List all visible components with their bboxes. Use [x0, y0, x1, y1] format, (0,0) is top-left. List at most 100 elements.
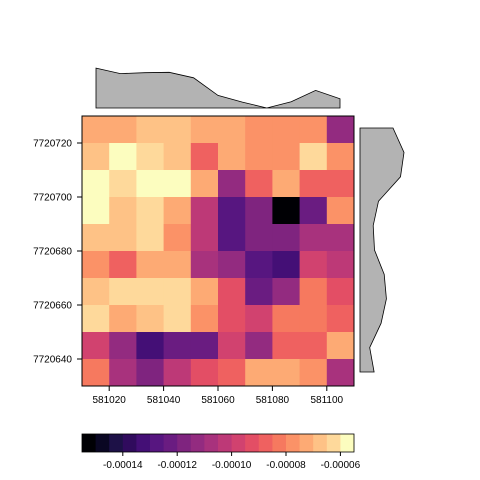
heatmap-cell	[190, 278, 219, 306]
heatmap-cell	[218, 197, 246, 225]
heatmap-cell	[272, 251, 301, 279]
heatmap-cell	[245, 332, 273, 360]
y-tick-label: 7720720	[33, 139, 72, 150]
colorbar-swatch	[163, 434, 178, 452]
marginal-top-area	[95, 67, 341, 109]
heatmap-cell	[245, 116, 273, 144]
colorbar-frame	[81, 433, 355, 453]
heatmap-cell	[299, 116, 328, 144]
y-tick-label: 7720680	[33, 247, 72, 258]
heatmap-cell	[109, 305, 137, 333]
y-tick-label: 7720640	[33, 355, 72, 366]
heatmap-cell	[82, 251, 110, 279]
heatmap-cell	[190, 224, 219, 252]
heatmap-cell	[109, 197, 137, 225]
heatmap-cell	[218, 332, 246, 360]
heatmap-cell	[245, 359, 273, 387]
heatmap-cell	[245, 278, 273, 306]
heatmap-cell	[190, 305, 219, 333]
colorbar-swatch	[326, 434, 341, 452]
heatmap-cell	[82, 305, 110, 333]
colorbar-tick-label: -0.00010	[212, 460, 252, 471]
heatmap-cell	[299, 224, 328, 252]
heatmap-cell	[218, 116, 246, 144]
heatmap-cell	[136, 170, 165, 198]
heatmap-cell	[136, 116, 165, 144]
heatmap-cell	[163, 143, 192, 171]
colorbar-swatch	[204, 434, 219, 452]
heatmap-cell	[326, 170, 355, 198]
colorbar-swatch	[313, 434, 328, 452]
heatmap-cell	[299, 305, 328, 333]
heatmap-cell	[326, 305, 355, 333]
heatmap-cell	[326, 251, 355, 279]
heatmap-cell	[163, 278, 192, 306]
heatmap-cell	[218, 305, 246, 333]
heatmap-cell	[299, 332, 328, 360]
heatmap-cell	[163, 224, 192, 252]
heatmap-cell	[245, 170, 273, 198]
heatmap-cell	[272, 305, 301, 333]
heatmap-cell	[136, 197, 165, 225]
heatmap-cell	[109, 359, 137, 387]
x-tick-label: 581080	[256, 395, 290, 406]
heatmap-cell	[326, 332, 355, 360]
colorbar-swatch	[109, 434, 124, 452]
heatmap-cell	[163, 116, 192, 144]
heatmap-cell	[82, 197, 110, 225]
y-axis: 7720640 7720660 7720680 7720700 7720720	[33, 139, 82, 366]
heatmap-cell	[218, 278, 246, 306]
colorbar	[82, 434, 355, 452]
colorbar-tick-label: -0.00012	[157, 460, 197, 471]
colorbar-swatch	[258, 434, 273, 452]
x-tick-label: 581100	[310, 395, 343, 406]
heatmap-cell	[82, 116, 110, 144]
heatmap-cell	[190, 197, 219, 225]
heatmap-cell	[299, 278, 328, 306]
colorbar-swatch	[286, 434, 300, 452]
heatmap-cell	[326, 359, 355, 387]
heatmap-cell	[136, 332, 165, 360]
heatmap-cell	[163, 197, 192, 225]
heatmap-cell	[190, 170, 219, 198]
colorbar-tick-label: -0.00008	[266, 460, 306, 471]
heatmap-cell	[272, 116, 301, 144]
heatmap-cell	[245, 224, 273, 252]
colorbar-tick-label: -0.00006	[321, 460, 361, 471]
colorbar-swatch	[150, 434, 164, 452]
colorbar-swatch	[218, 434, 232, 452]
colorbar-tick-label: -0.00014	[103, 460, 143, 471]
heatmap-cell	[109, 116, 137, 144]
heatmap-cell	[163, 305, 192, 333]
colorbar-swatch	[136, 434, 151, 452]
colorbar-swatch	[245, 434, 260, 452]
heatmap-cell	[136, 305, 165, 333]
heatmap-cell	[326, 143, 355, 171]
heatmap-cell	[136, 359, 165, 387]
colorbar-swatch	[340, 434, 355, 452]
colorbar-ticks: -0.00014 -0.00012 -0.00010 -0.00008 -0.00006	[103, 452, 361, 471]
x-axis: 581020 581040 581060 581080 581100	[93, 386, 344, 406]
colorbar-swatch	[95, 434, 110, 452]
heatmap-cell	[272, 278, 301, 306]
heatmap-cell	[326, 224, 355, 252]
heatmap-cell	[272, 224, 301, 252]
heatmap-cell	[163, 359, 192, 387]
heatmap-cell	[218, 224, 246, 252]
heatmap-cell	[299, 359, 328, 387]
heatmap-cell	[136, 224, 165, 252]
heatmap-cell	[299, 143, 328, 171]
heatmap-cell	[272, 359, 301, 387]
heatmap-cell	[190, 143, 219, 171]
heatmap-cell	[218, 359, 246, 387]
heatmap-cell	[190, 116, 219, 144]
x-tick-label: 581040	[147, 395, 181, 406]
heatmap-cell	[272, 197, 301, 225]
heatmap-cell	[326, 197, 355, 225]
heatmap-cell	[136, 143, 165, 171]
x-tick-label: 581060	[201, 395, 235, 406]
heatmap-cell	[109, 170, 137, 198]
heatmap-cells	[82, 116, 355, 387]
heatmap-cell	[245, 143, 273, 171]
heatmap-cell	[136, 278, 165, 306]
